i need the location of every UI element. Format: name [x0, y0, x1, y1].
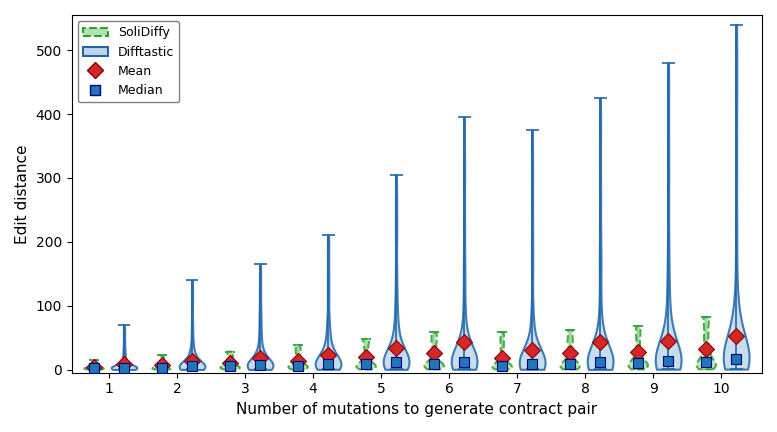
Y-axis label: Edit distance: Edit distance: [15, 144, 30, 244]
Legend: SoliDiffy, Difftastic, Mean, Median: SoliDiffy, Difftastic, Mean, Median: [78, 21, 179, 102]
X-axis label: Number of mutations to generate contract pair: Number of mutations to generate contract…: [236, 402, 598, 417]
